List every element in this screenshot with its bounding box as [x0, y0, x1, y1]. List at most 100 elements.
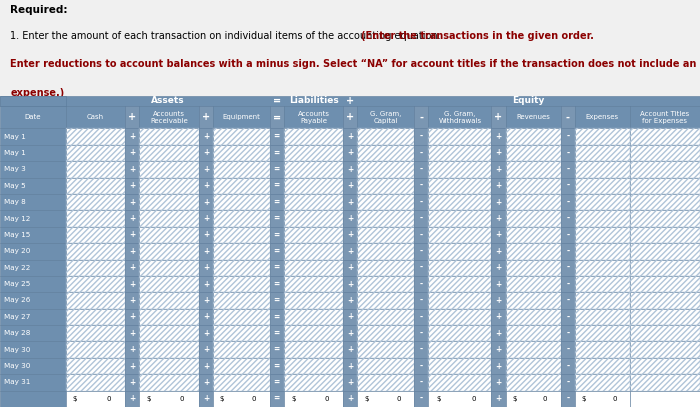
Bar: [344, 260, 358, 276]
Bar: [491, 129, 505, 145]
Bar: [561, 106, 575, 129]
Bar: [428, 227, 491, 243]
Text: +: +: [128, 112, 136, 123]
Text: +: +: [203, 263, 209, 272]
Text: +: +: [130, 214, 135, 223]
Bar: [139, 358, 199, 374]
Bar: [270, 210, 284, 227]
Bar: [358, 145, 414, 161]
Bar: [0, 309, 66, 325]
Text: May 30: May 30: [4, 347, 31, 352]
Bar: [139, 194, 199, 210]
Bar: [491, 292, 505, 309]
Bar: [0, 129, 66, 145]
Bar: [66, 194, 125, 210]
Bar: [358, 106, 414, 129]
Bar: [125, 374, 139, 391]
Text: =: =: [274, 312, 280, 322]
Text: -: -: [566, 280, 569, 289]
Bar: [505, 374, 561, 391]
Bar: [561, 341, 575, 358]
Bar: [358, 309, 414, 325]
Text: +: +: [347, 345, 354, 354]
Bar: [428, 292, 491, 309]
Bar: [139, 145, 199, 161]
Bar: [139, 106, 199, 129]
Bar: [213, 161, 270, 177]
Bar: [344, 161, 358, 177]
Bar: [414, 325, 428, 341]
Text: +: +: [496, 181, 502, 190]
Bar: [270, 243, 284, 260]
Bar: [139, 161, 199, 177]
Bar: [270, 129, 284, 145]
Bar: [414, 260, 428, 276]
Text: +: +: [130, 329, 135, 338]
Text: +: +: [496, 394, 502, 403]
Text: +: +: [203, 230, 209, 239]
Bar: [66, 243, 125, 260]
Bar: [139, 391, 199, 407]
Bar: [630, 341, 700, 358]
Bar: [213, 106, 270, 129]
Bar: [213, 145, 270, 161]
Bar: [428, 243, 491, 260]
Bar: [139, 243, 199, 260]
Bar: [575, 374, 630, 391]
Text: +: +: [203, 214, 209, 223]
Bar: [428, 341, 491, 358]
Bar: [344, 227, 358, 243]
Bar: [66, 292, 125, 309]
Bar: [66, 309, 125, 325]
Text: -: -: [566, 378, 569, 387]
Text: $: $: [146, 396, 151, 402]
Bar: [428, 145, 491, 161]
Bar: [0, 341, 66, 358]
Text: 0: 0: [396, 396, 400, 402]
Text: May 31: May 31: [4, 379, 31, 385]
Bar: [505, 260, 561, 276]
Text: =: =: [274, 361, 280, 370]
Text: +: +: [203, 361, 209, 370]
Bar: [213, 358, 270, 374]
Bar: [213, 129, 270, 145]
Bar: [284, 292, 344, 309]
Bar: [213, 227, 270, 243]
Bar: [270, 374, 284, 391]
Text: +: +: [130, 165, 135, 174]
Text: -: -: [566, 296, 569, 305]
Bar: [284, 129, 344, 145]
Bar: [428, 129, 491, 145]
Bar: [213, 309, 270, 325]
Text: May 26: May 26: [4, 298, 31, 304]
Bar: [561, 194, 575, 210]
Bar: [213, 341, 270, 358]
Bar: [125, 325, 139, 341]
Text: +: +: [346, 112, 354, 123]
Bar: [358, 325, 414, 341]
Bar: [139, 325, 199, 341]
Bar: [505, 292, 561, 309]
Bar: [139, 309, 199, 325]
Bar: [139, 260, 199, 276]
Bar: [575, 106, 630, 129]
Bar: [0, 358, 66, 374]
Bar: [630, 374, 700, 391]
Bar: [284, 145, 344, 161]
Text: +: +: [347, 132, 354, 141]
Bar: [358, 210, 414, 227]
Bar: [491, 243, 505, 260]
Bar: [270, 194, 284, 210]
Text: +: +: [496, 280, 502, 289]
Text: Revenues: Revenues: [516, 114, 550, 120]
Bar: [344, 276, 358, 292]
Bar: [270, 358, 284, 374]
Bar: [630, 129, 700, 145]
Bar: [199, 309, 213, 325]
Bar: [575, 129, 630, 145]
Bar: [66, 341, 125, 358]
Bar: [139, 292, 199, 309]
Text: +: +: [130, 149, 135, 158]
Text: +: +: [347, 329, 354, 338]
Bar: [561, 161, 575, 177]
